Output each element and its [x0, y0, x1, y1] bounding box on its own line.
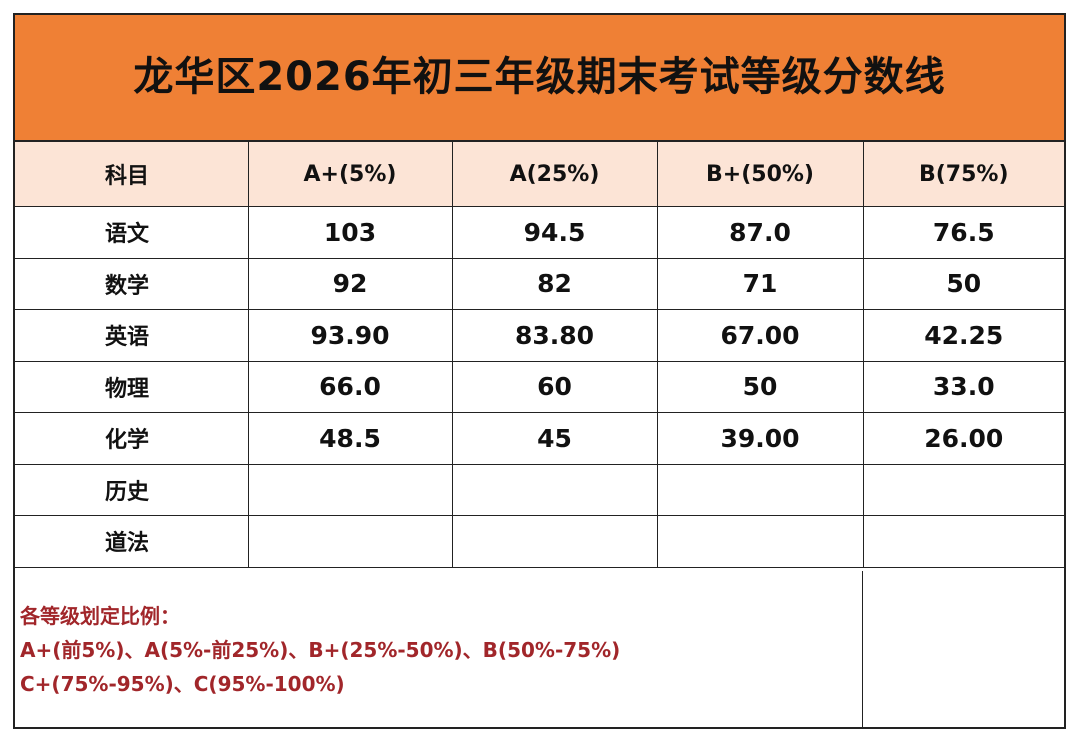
score-cell: 67.00 — [656, 309, 864, 362]
score-cell: 76.5 — [862, 206, 1064, 259]
subject-cell: 历史 — [15, 463, 249, 516]
table-row: 历史 — [15, 463, 1064, 516]
score-cell: 60 — [451, 360, 658, 413]
table-row: 英语 93.90 83.80 67.00 42.25 — [15, 309, 1064, 362]
score-cell: 50 — [862, 257, 1064, 310]
table-row: 道法 — [15, 515, 1064, 568]
header-b-plus: B+(50%) — [656, 142, 864, 207]
score-cell: 83.80 — [451, 309, 658, 362]
score-cell: 66.0 — [247, 360, 453, 413]
score-cell: 26.00 — [862, 412, 1064, 465]
score-cell — [451, 463, 658, 516]
table-row: 语文 103 94.5 87.0 76.5 — [15, 206, 1064, 259]
header-a: A(25%) — [451, 142, 658, 207]
score-cell — [451, 515, 658, 568]
score-cell: 42.25 — [862, 309, 1064, 362]
header-b: B(75%) — [862, 142, 1064, 207]
table-row: 物理 66.0 60 50 33.0 — [15, 360, 1064, 413]
subject-cell: 道法 — [15, 515, 249, 568]
score-cell: 45 — [451, 412, 658, 465]
subject-cell: 数学 — [15, 257, 249, 310]
header-a-plus: A+(5%) — [247, 142, 453, 207]
score-cell: 71 — [656, 257, 864, 310]
score-cell — [656, 515, 864, 568]
table-row: 数学 92 82 71 50 — [15, 257, 1064, 310]
subject-cell: 语文 — [15, 206, 249, 259]
score-cell — [247, 463, 453, 516]
grade-table: 科目 A+(5%) A(25%) B+(50%) B(75%) 语文 103 9… — [15, 142, 1064, 568]
notes-line-1: A+(前5%)、A(5%-前25%)、B+(25%-50%)、B(50%-75%… — [20, 638, 621, 662]
header-row: 科目 A+(5%) A(25%) B+(50%) B(75%) — [15, 142, 1064, 207]
score-cell: 92 — [247, 257, 453, 310]
score-cell: 39.00 — [656, 412, 864, 465]
subject-cell: 物理 — [15, 360, 249, 413]
score-cell — [862, 515, 1064, 568]
score-cell: 48.5 — [247, 412, 453, 465]
header-subject: 科目 — [15, 142, 249, 207]
score-cell: 94.5 — [451, 206, 658, 259]
table-row: 化学 48.5 45 39.00 26.00 — [15, 412, 1064, 465]
notes-line-2: C+(75%-95%)、C(95%-100%) — [20, 672, 345, 696]
score-cell — [247, 515, 453, 568]
score-cell — [862, 463, 1064, 516]
score-cell — [656, 463, 864, 516]
subject-cell: 英语 — [15, 309, 249, 362]
score-cell: 50 — [656, 360, 864, 413]
title-bar: 龙华区2026年初三年级期末考试等级分数线 — [15, 15, 1064, 142]
notes-heading: 各等级划定比例： — [20, 604, 180, 628]
score-cell: 82 — [451, 257, 658, 310]
page-title: 龙华区2026年初三年级期末考试等级分数线 — [133, 53, 946, 100]
grade-ratio-notes: 各等级划定比例： A+(前5%)、A(5%-前25%)、B+(25%-50%)、… — [15, 571, 863, 727]
score-cell: 93.90 — [247, 309, 453, 362]
score-cell: 87.0 — [656, 206, 864, 259]
grade-cutoff-sheet: 龙华区2026年初三年级期末考试等级分数线 科目 A+(5%) A(25%) B… — [13, 13, 1066, 729]
subject-cell: 化学 — [15, 412, 249, 465]
score-cell: 33.0 — [862, 360, 1064, 413]
score-cell: 103 — [247, 206, 453, 259]
